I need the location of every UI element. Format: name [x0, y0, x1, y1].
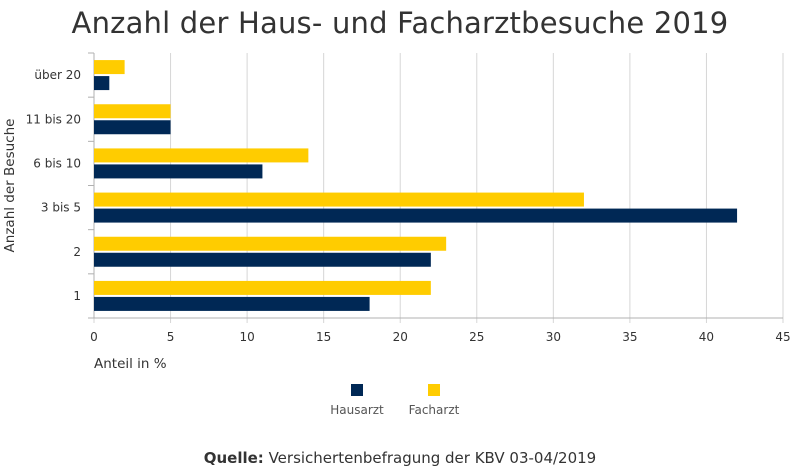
source-text: Versichertenbefragung der KBV 03-04/2019 — [263, 449, 597, 467]
bar-hausarzt — [94, 208, 738, 223]
x-tick-label: 40 — [699, 330, 714, 344]
bar-facharzt — [94, 104, 171, 119]
legend-label-hausarzt: Hausarzt — [330, 403, 384, 417]
x-tick-label: 0 — [90, 330, 98, 344]
bar-hausarzt — [94, 164, 263, 179]
legend-label-facharzt: Facharzt — [409, 403, 460, 417]
category-label: 3 bis 5 — [41, 201, 81, 215]
x-tick-label: 20 — [393, 330, 408, 344]
x-tick-label: 45 — [775, 330, 790, 344]
source-label: Quelle: — [203, 449, 264, 467]
bar-hausarzt — [94, 296, 370, 311]
category-label: 1 — [73, 289, 81, 303]
x-tick-label: 30 — [546, 330, 561, 344]
bar-facharzt — [94, 148, 309, 163]
bar-facharzt — [94, 192, 584, 207]
x-tick-label: 25 — [469, 330, 484, 344]
bar-facharzt — [94, 280, 431, 295]
x-tick-label: 5 — [167, 330, 175, 344]
legend-swatch-hausarzt — [351, 384, 363, 396]
chart-title: Anzahl der Haus- und Facharztbesuche 201… — [71, 6, 729, 40]
source-note: Quelle: Versichertenbefragung der KBV 03… — [0, 449, 800, 467]
category-label: über 20 — [34, 68, 81, 82]
bar-facharzt — [94, 236, 447, 251]
category-label: 6 bis 10 — [33, 156, 81, 170]
x-tick-label: 35 — [622, 330, 637, 344]
x-axis-title: Anteil in % — [94, 356, 167, 372]
legend-swatch-facharzt — [428, 384, 440, 396]
bar-hausarzt — [94, 252, 431, 267]
category-label: 2 — [73, 245, 81, 259]
category-label: 11 bis 20 — [26, 112, 81, 126]
y-axis-title: Anzahl der Besuche — [2, 119, 18, 253]
bar-hausarzt — [94, 76, 110, 91]
bar-facharzt — [94, 60, 125, 75]
bar-hausarzt — [94, 120, 171, 135]
x-tick-label: 10 — [239, 330, 254, 344]
x-tick-label: 15 — [316, 330, 331, 344]
